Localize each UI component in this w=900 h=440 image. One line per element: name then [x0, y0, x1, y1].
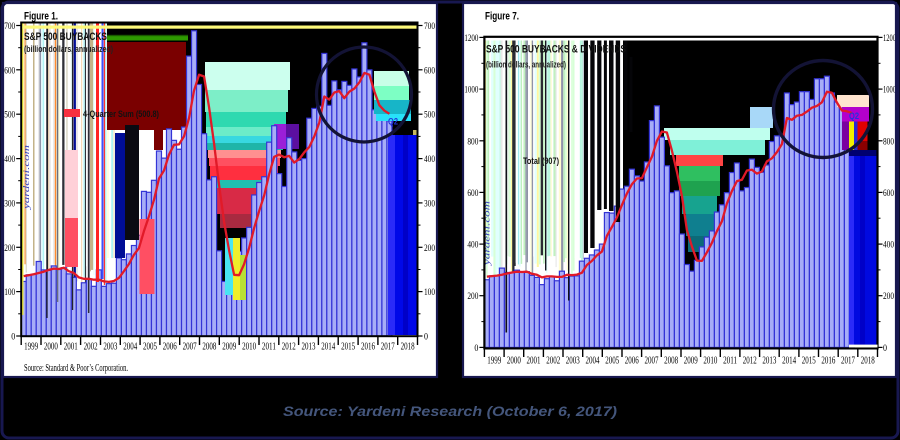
svg-text:600: 600: [4, 66, 15, 76]
svg-text:2016: 2016: [361, 342, 375, 353]
svg-text:Figure 1.: Figure 1.: [24, 11, 58, 23]
svg-text:2006: 2006: [163, 342, 177, 353]
svg-text:2007: 2007: [645, 356, 659, 367]
svg-text:Total (907): Total (907): [523, 156, 559, 166]
svg-text:2015: 2015: [341, 342, 355, 353]
svg-text:(billion dollars, annualized): (billion dollars, annualized): [486, 60, 566, 70]
svg-text:600: 600: [424, 66, 435, 76]
svg-text:200: 200: [4, 244, 15, 254]
svg-text:700: 700: [4, 22, 15, 32]
svg-text:800: 800: [883, 137, 894, 147]
svg-text:2002: 2002: [546, 356, 560, 367]
svg-text:1000: 1000: [464, 86, 478, 96]
svg-text:200: 200: [883, 292, 894, 302]
svg-text:2018: 2018: [401, 342, 415, 353]
svg-text:2003: 2003: [566, 356, 580, 367]
svg-text:S&P 500 BUYBACKS: S&P 500 BUYBACKS: [24, 31, 107, 43]
svg-text:2010: 2010: [703, 356, 717, 367]
svg-text:yardeni.com: yardeni.com: [482, 201, 492, 267]
svg-text:0: 0: [474, 344, 478, 354]
svg-text:200: 200: [467, 292, 478, 302]
svg-text:2009: 2009: [222, 342, 236, 353]
svg-text:2017: 2017: [381, 342, 395, 353]
svg-text:2015: 2015: [802, 356, 816, 367]
svg-text:300: 300: [4, 199, 15, 209]
svg-text:Q2: Q2: [388, 117, 398, 127]
svg-text:1999: 1999: [487, 356, 501, 367]
svg-text:2004: 2004: [123, 342, 137, 353]
svg-text:2012: 2012: [282, 342, 296, 353]
svg-text:0: 0: [883, 344, 887, 354]
svg-text:400: 400: [467, 241, 478, 251]
svg-text:Source: Standard & Poor’s Corp: Source: Standard & Poor’s Corporation.: [24, 363, 128, 374]
svg-text:2002: 2002: [84, 342, 98, 353]
svg-text:2003: 2003: [103, 342, 117, 353]
svg-text:500: 500: [424, 111, 435, 121]
svg-text:Figure 7.: Figure 7.: [485, 11, 519, 23]
svg-text:1200: 1200: [883, 34, 896, 44]
svg-text:2014: 2014: [321, 342, 335, 353]
svg-text:S&P 500 BUYBACKS & DIVIDENDS: S&P 500 BUYBACKS & DIVIDENDS: [486, 44, 626, 56]
svg-text:4-Quarter Sum (500.8): 4-Quarter Sum (500.8): [83, 109, 159, 119]
svg-text:600: 600: [467, 189, 478, 199]
svg-text:2005: 2005: [143, 342, 157, 353]
svg-text:500: 500: [4, 111, 15, 121]
svg-text:Q2: Q2: [849, 111, 859, 121]
svg-text:0: 0: [11, 333, 15, 343]
svg-text:2013: 2013: [302, 342, 316, 353]
svg-text:400: 400: [4, 155, 15, 165]
svg-text:2017: 2017: [841, 356, 855, 367]
svg-text:0: 0: [424, 333, 428, 343]
svg-text:200: 200: [424, 244, 435, 254]
svg-text:2004: 2004: [586, 356, 600, 367]
svg-text:400: 400: [424, 155, 435, 165]
svg-text:2011: 2011: [262, 342, 276, 353]
svg-text:2005: 2005: [605, 356, 619, 367]
svg-text:2000: 2000: [507, 356, 521, 367]
svg-text:2008: 2008: [664, 356, 678, 367]
svg-text:100: 100: [424, 288, 435, 298]
svg-text:2018: 2018: [861, 356, 875, 367]
svg-text:800: 800: [467, 137, 478, 147]
svg-text:1200: 1200: [464, 34, 478, 44]
svg-text:1000: 1000: [883, 86, 896, 96]
svg-text:2001: 2001: [64, 342, 78, 353]
svg-text:2009: 2009: [684, 356, 698, 367]
svg-text:2013: 2013: [762, 356, 776, 367]
svg-text:2007: 2007: [183, 342, 197, 353]
svg-text:1999: 1999: [24, 342, 38, 353]
svg-text:2011: 2011: [723, 356, 737, 367]
svg-text:2016: 2016: [821, 356, 835, 367]
svg-text:2006: 2006: [625, 356, 639, 367]
svg-text:300: 300: [424, 199, 435, 209]
svg-text:400: 400: [883, 241, 894, 251]
svg-text:2001: 2001: [527, 356, 541, 367]
svg-text:yardeni.com: yardeni.com: [21, 145, 31, 211]
svg-text:2012: 2012: [743, 356, 757, 367]
svg-text:2010: 2010: [242, 342, 256, 353]
svg-text:600: 600: [883, 189, 894, 199]
svg-text:Source: Yardeni Research (Octo: Source: Yardeni Research (October 6, 201…: [283, 403, 617, 419]
svg-text:2008: 2008: [202, 342, 216, 353]
svg-text:100: 100: [4, 288, 15, 298]
svg-text:2000: 2000: [44, 342, 58, 353]
svg-text:700: 700: [424, 22, 435, 32]
svg-text:(billion dollars, annualized): (billion dollars, annualized): [24, 44, 113, 54]
svg-text:2014: 2014: [782, 356, 796, 367]
